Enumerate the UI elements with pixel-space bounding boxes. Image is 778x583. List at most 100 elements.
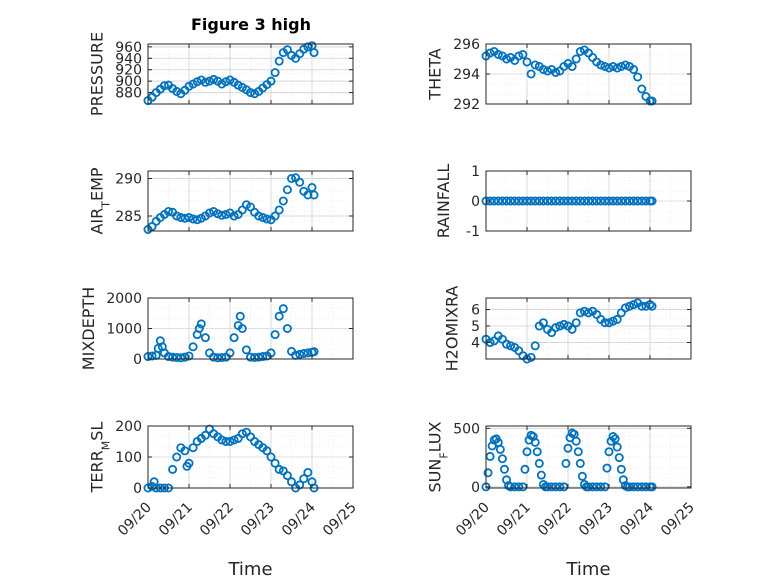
panel-6-xtick-4: 09/24 [279, 499, 319, 539]
panel-1-point-15 [543, 66, 553, 76]
panel-0-point-12 [192, 77, 202, 87]
panel-3-point-19 [559, 196, 569, 206]
panel-7-point-8 [497, 454, 507, 464]
subplot-h2omixra: 456 H2OMIXRA [443, 286, 692, 372]
panel-2-ylabel: AIRTEMP [88, 167, 113, 234]
panel-4-point-13 [188, 342, 198, 352]
panel-7-point-65 [647, 482, 657, 492]
panel-1-point-41 [647, 96, 657, 106]
panel-1-point-14 [538, 65, 548, 75]
panel-6-xtick-1: 09/21 [156, 500, 196, 540]
panel-3-ylabel: RAINFALL [434, 164, 453, 239]
panel-6-point-16 [200, 430, 210, 440]
panel-1-point-12 [530, 60, 540, 70]
panel-0-ytick-1: 900 [115, 74, 142, 90]
panel-7-point-38 [573, 447, 583, 457]
panel-0-markers [143, 41, 319, 106]
panel-3-point-26 [588, 196, 598, 206]
panel-4-point-36 [274, 311, 284, 321]
panel-6-grid [148, 425, 353, 489]
panel-1-point-30 [604, 63, 614, 73]
panel-7-point-21 [530, 437, 540, 447]
subplot-terr-msl: 0 100 200 09/20 09/21 09/22 09/23 09/24 09/25 Tim… [88, 419, 360, 580]
panel-3-point-22 [571, 196, 581, 206]
panel-7-point-54 [614, 453, 624, 463]
panel-6-point-10 [180, 446, 190, 456]
panel-2-point-11 [188, 214, 198, 224]
panel-4-point-28 [241, 345, 251, 355]
panel-4-point-3 [153, 343, 163, 353]
panel-6-point-27 [245, 432, 255, 442]
panel-2-axes-box [147, 170, 354, 232]
panel-1-point-26 [588, 53, 598, 63]
panel-0-point-32 [274, 56, 284, 66]
panel-5-point-6 [506, 341, 516, 351]
panel-2-point-18 [217, 210, 227, 220]
panel-6-point-31 [262, 446, 272, 456]
panel-7-xtick-2: 09/22 [535, 500, 575, 540]
panel-1-point-3 [493, 50, 503, 60]
panel-4-point-31 [254, 352, 264, 362]
panel-7-point-30 [555, 482, 565, 492]
panel-6-ytick-1: 100 [115, 450, 142, 466]
panel-2-point-15 [204, 208, 214, 218]
panel-2-point-5 [163, 206, 173, 216]
panel-7-point-39 [575, 458, 585, 468]
panel-6-point-32 [266, 452, 276, 462]
panel-7-xlabel: Time [565, 559, 610, 580]
panel-7-point-49 [604, 447, 614, 457]
panel-2-point-17 [213, 209, 223, 219]
panel-1-point-34 [620, 60, 630, 70]
panel-1-point-28 [596, 60, 606, 70]
panel-0-ylabel: PRESSURE [88, 32, 107, 116]
panel-7-point-2 [485, 451, 495, 461]
panel-7-point-29 [551, 482, 561, 492]
panel-4-point-12 [184, 351, 194, 361]
panel-3-point-8 [514, 196, 524, 206]
panel-7-xtick-1: 09/21 [494, 500, 534, 540]
panel-7-point-22 [532, 447, 542, 457]
panel-6-xtick-0: 09/20 [115, 500, 155, 540]
panel-0-ytick-0: 880 [115, 86, 142, 102]
panel-7-point-9 [499, 464, 509, 474]
panel-7-axes-box [485, 425, 692, 489]
panel-3-point-27 [592, 196, 602, 206]
panel-7-point-17 [522, 447, 532, 457]
panel-1-point-29 [600, 62, 610, 72]
panel-7-point-12 [506, 482, 516, 492]
panel-4-point-29 [245, 352, 255, 362]
panel-4-ytick-2: 2000 [106, 291, 142, 307]
subplot-rainfall: -1 0 1 RAINFALL [434, 164, 692, 240]
panel-6-point-23 [229, 435, 239, 445]
panel-6-xtick-3: 09/23 [238, 500, 278, 540]
panel-7-ylabel: SUNFLUX [426, 421, 451, 492]
panel-4-point-26 [235, 311, 245, 321]
panel-3-point-6 [506, 196, 516, 206]
panel-1-point-31 [608, 62, 618, 72]
panel-7-point-24 [536, 470, 546, 480]
panel-5-ylabel: H2OMIXRA [443, 286, 462, 372]
panel-7-point-48 [602, 463, 612, 473]
panel-2-point-12 [192, 215, 202, 225]
panel-7-point-14 [514, 482, 524, 492]
panel-0-point-4 [159, 81, 169, 91]
panel-5-point-36 [629, 300, 639, 310]
panel-4-point-8 [168, 352, 178, 362]
panel-4-point-19 [209, 352, 219, 362]
panel-4-point-10 [176, 353, 186, 363]
panel-7-point-43 [584, 482, 594, 492]
panel-7-point-60 [629, 482, 639, 492]
panel-5-point-32 [612, 314, 622, 324]
panel-3-point-37 [633, 196, 643, 206]
panel-1-markers [481, 45, 657, 106]
panel-7-point-40 [577, 471, 587, 481]
panel-7-point-53 [612, 442, 622, 452]
panel-0-point-34 [282, 45, 292, 55]
panel-4-point-17 [200, 333, 210, 343]
panel-3-point-32 [612, 196, 622, 206]
panel-1-point-21 [567, 62, 577, 72]
panel-7-point-33 [563, 443, 573, 453]
panel-6-point-8 [172, 452, 182, 462]
panel-7-point-13 [510, 482, 520, 492]
panel-3-point-18 [555, 196, 565, 206]
